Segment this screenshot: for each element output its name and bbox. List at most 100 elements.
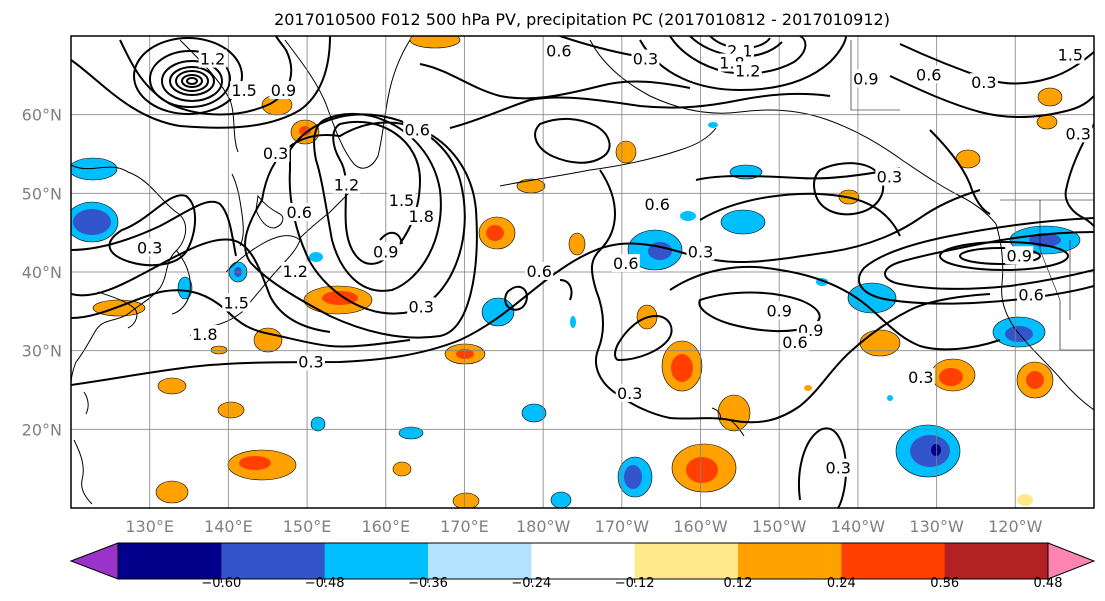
contour-label-text: 0.6 [286,203,311,222]
pv-contour-label: 0.3 [135,238,164,257]
contour-label-text: 0.3 [826,459,851,478]
contour-label-halo [261,144,290,162]
pv-contour-label: 0.3 [615,383,644,403]
colorbar-segment [738,543,842,579]
contour-label-halo [1056,45,1085,64]
contour-label-halo [387,191,416,210]
longitude-tick-label: 150°E [283,517,332,536]
pv-contour-label: 1.2 [332,175,361,194]
contour-label-text: 0.3 [877,168,902,187]
contour-label-text: 0.6 [546,42,571,61]
contour-label-text: 1.2 [735,61,760,80]
contour-label-halo [269,81,298,100]
colorbar-segment [841,543,946,579]
contour-label-halo [407,206,436,225]
latitude-tick-label: 50°N [22,184,62,203]
contour-label-text: 0.6 [1018,286,1043,305]
contour-label-halo [906,368,935,387]
contour-label-halo [1064,124,1093,143]
contour-label-text: 1.2 [200,50,225,69]
colorbar-tick-label: 0.36 [930,576,959,591]
pv-contour-label: 0.6 [544,41,573,61]
pv-contour-label: 1.5 [387,191,416,210]
latitude-tick-label: 40°N [22,263,62,282]
contour-label-halo [875,167,904,186]
contour-label-halo [403,120,432,139]
longitude-tick-label: 120°W [988,517,1043,536]
colorbar-tick-label: −0.48 [305,576,345,591]
colorbar-tick-label: 0.24 [827,576,856,591]
pv-contour-label: 1.2 [733,61,762,80]
pv-contour-label: 0.9 [371,242,400,261]
pv-contour-label: 0.6 [403,120,432,139]
pv-contour-label: 0.9 [765,301,794,320]
latitude-tick-labels: 20°N 30°N 40°N 50°N 60°N [22,106,62,440]
pv-contour-label: 0.9 [269,81,298,100]
longitude-tick-label: 170°E [440,517,489,536]
contour-label-text: 1.5 [389,191,414,210]
colorbar-segment [531,543,636,579]
contour-label-text: 1.8 [192,325,217,344]
longitude-tick-label: 160°W [673,517,728,536]
colorbar-tick-label: −0.60 [201,576,241,591]
contour-label-halo [135,238,164,257]
contour-label-halo [190,324,219,343]
contour-label-halo [544,41,573,60]
contour-label-halo [765,301,794,320]
colorbar-segment [634,543,739,579]
pv-contour-label: 0.6 [285,203,314,222]
latitude-tick-label: 60°N [22,106,62,125]
longitude-tick-label: 140°W [831,517,886,536]
pv-contour-label: 0.3 [261,144,290,163]
pv-contour-label: 0.3 [297,352,326,371]
pv-contour-label: 0.6 [1017,285,1046,305]
contour-label-text: 0.6 [782,333,807,352]
contour-label-text: 1.8 [408,207,433,226]
pv-contour-label: 0.3 [407,297,436,316]
pv-contour-labels: 1.21.5 0.90.61.21.51.80.60.91.21.51.80.30… [135,41,1093,478]
pv-contour-label: 0.3 [969,73,998,92]
pv-contour-label: 0.6 [643,195,672,214]
contour-label-halo [615,383,644,402]
longitude-tick-label: 130°W [909,517,964,536]
pv-contour-label: 0.3 [824,458,853,478]
contour-label-halo [198,49,227,68]
contour-label-text: 0.3 [633,50,658,69]
contour-label-halo [297,352,326,371]
contour-label-halo [631,49,660,68]
pv-contour-label: 1.8 [190,324,219,344]
pv-contour-label: 0.3 [686,242,715,261]
colorbar-tick-label: −0.36 [408,576,448,591]
colorbar-tick-label: 0.48 [1034,576,1063,591]
pv-contour-label: 0.9 [851,69,880,88]
pv-contour-label: 0.3 [631,49,660,69]
pv-contour-label: 1.8 [407,206,436,226]
longitude-tick-label: 160°E [361,517,410,536]
map-panel: 1.21.5 0.90.61.21.51.80.60.91.21.51.80.30… [70,35,1095,509]
pv-contour-label: 0.3 [875,167,904,187]
contour-label-text: 1.5 [224,293,249,312]
contour-label-halo [332,175,361,194]
contour-label-text: 0.3 [971,73,996,92]
pv-contour-label: 1.5 [1056,45,1085,65]
contour-label-text: 1.2 [283,262,308,281]
colorbar-segment [118,543,222,579]
colorbar-segment [944,543,1049,579]
pv-contour-label: 0.9 [1005,246,1034,265]
contour-label-text: 0.3 [408,297,433,316]
colorbar-extend-high [1047,542,1096,580]
longitude-tick-label: 180°W [516,517,571,536]
pv-contour-label: 0.6 [914,65,943,84]
contour-label-text: 0.6 [405,120,430,139]
pv-contour-label: 0.3 [1064,124,1093,143]
colorbar-segment [221,543,326,579]
pv-contour-label: 1.5 [230,81,259,100]
contour-label-halo [914,65,943,84]
contour-label-halo [643,195,672,214]
contour-label-text: 0.6 [526,262,551,281]
colorbar-extend-low [69,542,119,580]
contour-label-text: 0.9 [373,242,398,261]
contour-label-halo [407,297,436,316]
pv-contour-label: 0.6 [611,254,640,273]
